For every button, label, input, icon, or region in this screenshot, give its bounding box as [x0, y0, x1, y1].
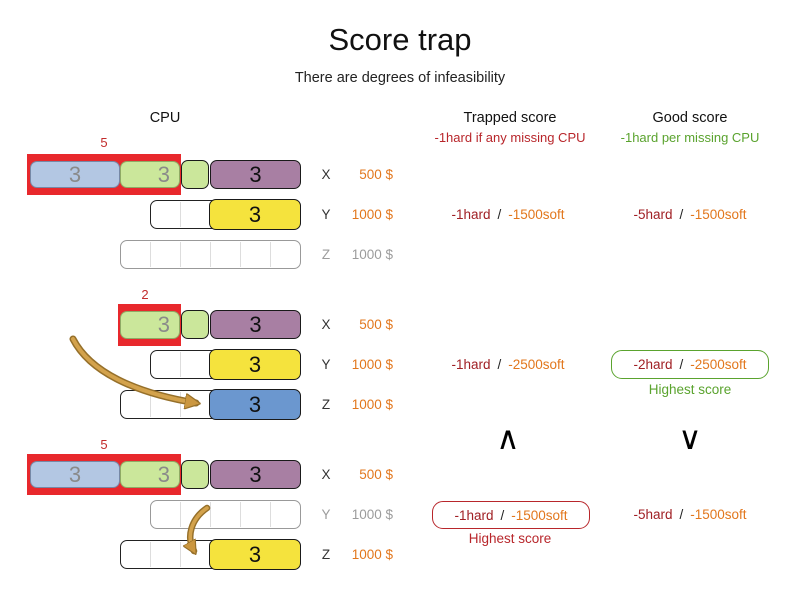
- cell-divider: [180, 542, 181, 567]
- overload-badge: 2: [141, 287, 149, 302]
- process-block-yellow: 3: [209, 539, 301, 570]
- hard-score: -1hard: [451, 207, 491, 222]
- cell-divider: [180, 242, 181, 267]
- hard-score: -5hard: [633, 207, 673, 222]
- process-block-purple: 3: [210, 310, 301, 339]
- machine-cost-z: 1000 $: [351, 247, 393, 262]
- overload-badge: 5: [100, 135, 108, 150]
- cell-divider: [180, 392, 181, 417]
- cell-divider: [240, 242, 241, 267]
- score-slash: /: [497, 357, 502, 372]
- cell-divider: [150, 392, 151, 417]
- machine-label-y: Y: [321, 207, 331, 222]
- good-comparison-symbol: ∨: [678, 419, 702, 457]
- soft-score: -1500soft: [690, 207, 747, 222]
- hard-score: -2hard: [633, 357, 673, 372]
- machine-cost-x: 500 $: [359, 317, 393, 332]
- machine-cost-y: 1000 $: [351, 507, 393, 522]
- process-block-green: 3: [120, 311, 180, 339]
- process-block-green: 3: [120, 461, 180, 488]
- machine-cost-z: 1000 $: [351, 547, 393, 562]
- score-slash: /: [500, 507, 505, 523]
- process-block-green-small: [181, 460, 209, 489]
- machine-label-x: X: [321, 467, 331, 482]
- good-score-rule: -1hard per missing CPU: [620, 130, 760, 145]
- trapped-score-rule: -1hard if any missing CPU: [434, 130, 586, 145]
- trapped-comparison-symbol: ∧: [496, 419, 520, 457]
- process-block-yellow: 3: [209, 349, 301, 380]
- process-block-darkblue: 3: [209, 389, 301, 420]
- page-title: Score trap: [328, 22, 472, 57]
- machine-label-z: Z: [321, 247, 331, 262]
- trapped-score-value: -1hard / -1500soft: [408, 207, 608, 222]
- process-block-blue: 3: [30, 461, 120, 488]
- machine-cost-x: 500 $: [359, 167, 393, 182]
- process-block-purple: 3: [210, 160, 301, 189]
- cell-divider: [150, 542, 151, 567]
- machine-label-x: X: [321, 167, 331, 182]
- machine-cost-x: 500 $: [359, 467, 393, 482]
- overload-badge: 5: [100, 437, 108, 452]
- hard-score: -5hard: [633, 507, 673, 522]
- cell-divider: [180, 352, 181, 377]
- cell-divider: [240, 502, 241, 527]
- cell-divider: [210, 242, 211, 267]
- highest-score-note: Highest score: [468, 531, 552, 546]
- machine-label-z: Z: [321, 547, 331, 562]
- process-block-green-small: [181, 160, 209, 189]
- hard-score: -1hard: [454, 507, 494, 523]
- score-slash: /: [497, 207, 502, 222]
- soft-score: -1500soft: [690, 507, 747, 522]
- soft-score: -1500soft: [511, 507, 568, 523]
- machine-label-z: Z: [321, 397, 331, 412]
- machine-cost-y: 1000 $: [351, 207, 393, 222]
- process-block-yellow: 3: [209, 199, 301, 230]
- process-block-blue: 3: [30, 161, 120, 188]
- trapped-score-header: Trapped score: [463, 110, 557, 126]
- hard-score: -1hard: [451, 357, 491, 372]
- highest-score-note: Highest score: [648, 382, 732, 397]
- score-slash: /: [679, 507, 684, 522]
- soft-score: -2500soft: [690, 357, 747, 372]
- machine-label-y: Y: [321, 507, 331, 522]
- good-score-value: -5hard / -1500soft: [590, 207, 790, 222]
- cell-divider: [180, 502, 181, 527]
- cell-divider: [210, 502, 211, 527]
- machine-bar-y-empty: [150, 500, 301, 529]
- process-block-purple: 3: [210, 460, 301, 489]
- machine-cost-y: 1000 $: [351, 357, 393, 372]
- cell-divider: [270, 242, 271, 267]
- cpu-column-header: CPU: [149, 110, 181, 126]
- machine-cost-z: 1000 $: [351, 397, 393, 412]
- trapped-score-value: -1hard / -2500soft: [408, 357, 608, 372]
- machine-label-y: Y: [321, 357, 331, 372]
- good-score-value: -5hard / -1500soft: [590, 507, 790, 522]
- process-block-green: 3: [120, 161, 180, 188]
- highest-score-box-trapped: -1hard / -1500soft: [432, 501, 590, 529]
- soft-score: -1500soft: [508, 207, 565, 222]
- cell-divider: [270, 502, 271, 527]
- score-slash: /: [679, 207, 684, 222]
- machine-label-x: X: [321, 317, 331, 332]
- score-slash: /: [679, 357, 684, 372]
- cell-divider: [180, 202, 181, 227]
- cell-divider: [150, 242, 151, 267]
- highest-score-box-good: -2hard / -2500soft: [611, 350, 769, 379]
- good-score-header: Good score: [652, 110, 728, 126]
- machine-bar-z-empty: [120, 240, 301, 269]
- process-block-green-small: [181, 310, 209, 339]
- soft-score: -2500soft: [508, 357, 565, 372]
- page-subtitle: There are degrees of infeasibility: [294, 70, 506, 86]
